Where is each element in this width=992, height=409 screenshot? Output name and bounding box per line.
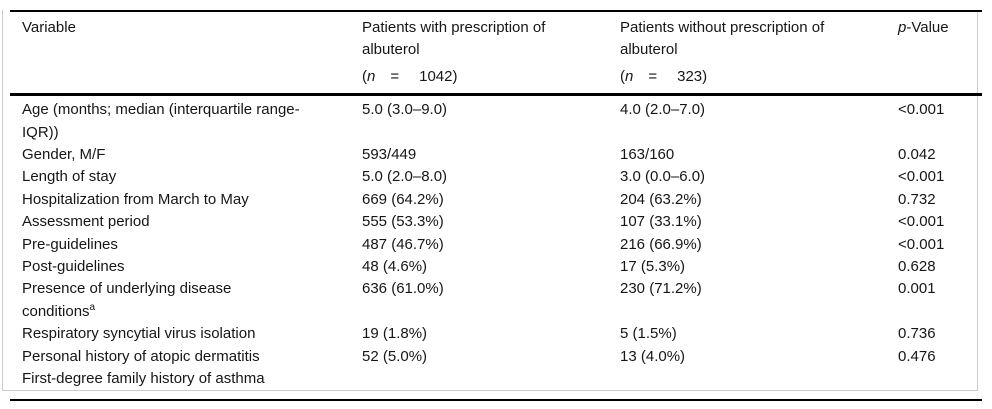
cell-without-albuterol <box>620 368 898 399</box>
cell-with-albuterol <box>362 368 620 399</box>
n-open-paren: ( <box>620 67 625 85</box>
cell-without-albuterol: 230 (71.2%) <box>620 280 702 298</box>
sample-size-with-albuterol: (n = 1042) <box>362 66 620 88</box>
table-row-underlying-disease: Presence of underlying disease condition… <box>10 278 982 323</box>
cell-variable: Assessment period <box>22 213 150 231</box>
table-row-age: Age (months; median (interquartile range… <box>10 95 982 144</box>
cell-p-value: 0.001 <box>898 280 936 298</box>
cell-without-albuterol: 204 (63.2%) <box>620 190 702 208</box>
cell-with-albuterol: 5.0 (2.0–8.0) <box>362 168 448 186</box>
cell-with-albuterol: 555 (53.3%) <box>362 213 444 231</box>
cell-p-value <box>898 368 982 399</box>
column-header-p-value: p-Value <box>898 11 982 97</box>
cell-with-albuterol: 19 (1.8%) <box>362 325 428 343</box>
table-row-atopic-dermatitis: Personal history of atopic dermatitis 52… <box>10 346 982 368</box>
cell-p-value: 0.476 <box>898 347 936 365</box>
cell-with-albuterol: 48 (4.6%) <box>362 258 428 276</box>
cell-p-value: 0.042 <box>898 146 936 164</box>
table-row-gender: Gender, M/F 593/449 163/160 0.042 <box>10 144 982 166</box>
cell-without-albuterol: 163/160 <box>620 146 675 164</box>
column-header-label: Variable <box>22 19 76 36</box>
table-row-post-guidelines: Post-guidelines 48 (4.6%) 17 (5.3%) 0.62… <box>10 256 982 278</box>
cell-p-value: 0.736 <box>898 325 936 343</box>
n-open-paren: ( <box>362 67 367 85</box>
column-header-with-albuterol: Patients with prescription of albuterol … <box>362 11 620 97</box>
cell-p-value: 0.628 <box>898 258 936 276</box>
n-symbol: n <box>367 67 376 85</box>
cell-variable: Length of stay <box>22 168 117 186</box>
cell-with-albuterol: 487 (46.7%) <box>362 235 444 253</box>
column-header-without-albuterol: Patients without prescription of albuter… <box>620 11 898 97</box>
cell-variable: Presence of underlying disease condition… <box>22 280 232 320</box>
footnote-marker-a: a <box>89 301 96 313</box>
cell-variable: First-degree family history of asthma <box>22 370 265 388</box>
cell-variable: Respiratory syncytial virus isolation <box>22 325 256 343</box>
table-row-assessment-period: Assessment period 555 (53.3%) 107 (33.1%… <box>10 211 982 233</box>
table-row-family-history-asthma: First-degree family history of asthma <box>10 368 982 399</box>
column-header-label: p-Value <box>898 17 982 39</box>
cell-p-value: 0.732 <box>898 190 936 208</box>
table-row-hospitalization: Hospitalization from March to May 669 (6… <box>10 189 982 211</box>
cell-without-albuterol: 13 (4.0%) <box>620 347 686 365</box>
table-row-pre-guidelines: Pre-guidelines 487 (46.7%) 216 (66.9%) <… <box>10 234 982 256</box>
table-body: Age (months; median (interquartile range… <box>10 95 982 400</box>
n-symbol: n <box>625 67 634 85</box>
column-header-label: Patients with prescription of albuterol <box>362 19 546 59</box>
cell-without-albuterol: 3.0 (0.0–6.0) <box>620 168 706 186</box>
cell-without-albuterol: 107 (33.1%) <box>620 213 702 231</box>
table-header: Variable Patients with prescription of a… <box>10 11 982 97</box>
p-symbol: p <box>898 19 907 36</box>
cell-without-albuterol: 17 (5.3%) <box>620 258 686 276</box>
n-count: 1042) <box>419 67 458 85</box>
sample-size-without-albuterol: (n = 323) <box>620 66 898 88</box>
cell-without-albuterol: 216 (66.9%) <box>620 235 702 253</box>
cell-p-value: <0.001 <box>898 213 945 231</box>
header-row: Variable Patients with prescription of a… <box>10 11 982 97</box>
cell-without-albuterol: 5 (1.5%) <box>620 325 677 343</box>
cell-variable: Hospitalization from March to May <box>22 190 249 208</box>
patient-characteristics-table: Variable Patients with prescription of a… <box>10 10 982 401</box>
n-count: 323) <box>677 67 708 85</box>
cell-without-albuterol: 4.0 (2.0–7.0) <box>620 101 706 119</box>
cell-variable: Age (months; median (interquartile range… <box>22 101 300 141</box>
n-equals: = <box>648 67 658 85</box>
p-value-label-rest: -Value <box>906 19 949 36</box>
cell-variable: Personal history of atopic dermatitis <box>22 347 260 365</box>
cell-with-albuterol: 5.0 (3.0–9.0) <box>362 101 448 119</box>
cell-variable: Gender, M/F <box>22 146 106 164</box>
column-header-label: Patients without prescription of albuter… <box>620 19 825 59</box>
cell-p-value: <0.001 <box>898 235 945 253</box>
column-header-variable: Variable <box>10 11 362 97</box>
cell-with-albuterol: 52 (5.0%) <box>362 347 428 365</box>
n-equals: = <box>390 67 400 85</box>
cell-p-value: <0.001 <box>898 168 945 186</box>
table-frame <box>2 10 978 391</box>
table-row-rsv-isolation: Respiratory syncytial virus isolation 19… <box>10 323 982 345</box>
cell-p-value: <0.001 <box>898 101 945 119</box>
table-row-length-of-stay: Length of stay 5.0 (2.0–8.0) 3.0 (0.0–6.… <box>10 166 982 188</box>
cell-variable: Post-guidelines <box>22 258 125 276</box>
cell-with-albuterol: 636 (61.0%) <box>362 280 444 298</box>
cell-with-albuterol: 669 (64.2%) <box>362 190 444 208</box>
cell-with-albuterol: 593/449 <box>362 146 417 164</box>
cell-variable: Pre-guidelines <box>22 235 118 253</box>
